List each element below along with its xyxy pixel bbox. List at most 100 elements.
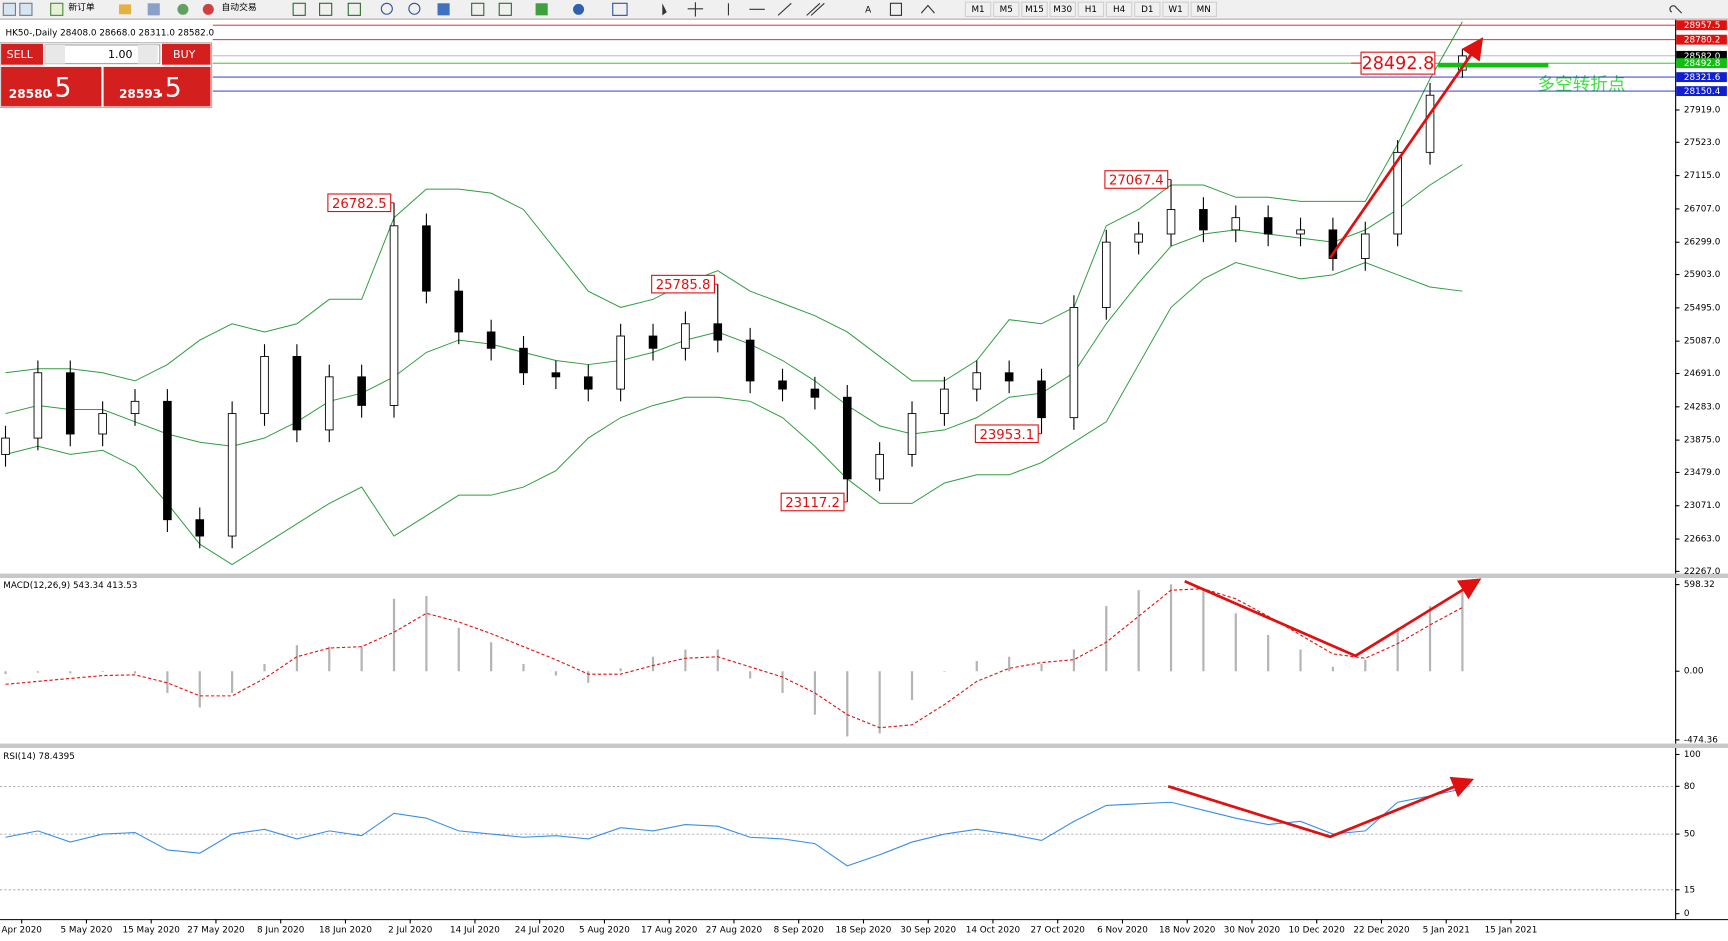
bid-price-box[interactable] xyxy=(1,66,102,107)
timeframe-button[interactable] xyxy=(1077,1,1105,17)
timeframe-label[interactable]: MN xyxy=(1197,5,1211,15)
timeframe-label[interactable]: M30 xyxy=(1053,5,1072,15)
new-order-label[interactable]: 新订单 xyxy=(68,1,95,13)
extreme-label-box xyxy=(327,193,392,213)
new-order-icon[interactable] xyxy=(50,2,64,16)
timeframe-button[interactable] xyxy=(964,1,992,17)
sell-button[interactable] xyxy=(1,43,43,65)
y-tick-label: 25903.0 xyxy=(1684,270,1720,280)
timeframe-label[interactable]: M15 xyxy=(1025,5,1044,15)
arrows-tool[interactable] xyxy=(920,4,935,14)
candle-body xyxy=(745,339,755,382)
y-tick-label: 26299.0 xyxy=(1684,238,1720,248)
candle-body xyxy=(130,400,140,415)
timeframe-label[interactable]: H4 xyxy=(1113,5,1126,15)
label-tool[interactable] xyxy=(889,2,903,16)
y-tick-label: 22267.0 xyxy=(1684,567,1720,577)
y-tick-label: 23875.0 xyxy=(1684,436,1720,446)
draw-tools[interactable] xyxy=(727,2,825,16)
x-tick-label: 14 Jul 2020 xyxy=(450,926,500,936)
icon[interactable] xyxy=(147,3,160,16)
timeframe-label[interactable]: W1 xyxy=(1168,5,1182,15)
timeframe-label[interactable]: M5 xyxy=(1000,5,1013,15)
macd-bar xyxy=(392,598,396,672)
candle-body xyxy=(778,380,787,390)
icon[interactable] xyxy=(2,2,16,16)
icon[interactable] xyxy=(119,4,132,15)
extreme-label-box xyxy=(974,424,1039,444)
icon[interactable] xyxy=(292,2,306,16)
macd-bar xyxy=(263,664,266,672)
macd-bar xyxy=(457,627,460,672)
templates[interactable] xyxy=(612,2,628,16)
timeframe-button[interactable] xyxy=(1021,1,1048,17)
x-tick-label: 8 Sep 2020 xyxy=(774,926,824,936)
extreme-label-box xyxy=(651,274,716,294)
lot-value[interactable]: 1.00 xyxy=(108,48,133,61)
timeframe-button[interactable] xyxy=(1162,1,1189,17)
bid-frac[interactable]: .5 xyxy=(46,73,71,103)
price-levels: 26782.5 25785.8 23117.2 23953.1 27067.4 28957… xyxy=(212,20,1727,512)
timeframe-label[interactable]: M1 xyxy=(971,5,984,15)
main-plot xyxy=(1,21,1467,566)
bid-main[interactable]: 28580 xyxy=(9,87,51,101)
candle-body xyxy=(324,376,334,431)
indicators[interactable] xyxy=(535,3,548,16)
icon[interactable] xyxy=(471,2,485,16)
timeframe-button[interactable] xyxy=(1105,1,1133,17)
timeframe-button[interactable] xyxy=(1134,1,1161,17)
tile[interactable] xyxy=(437,3,450,16)
search[interactable] xyxy=(1669,5,1683,14)
macd-bar xyxy=(587,671,590,683)
x-tick-label: 30 Sep 2020 xyxy=(900,926,956,936)
timeframe-button[interactable] xyxy=(1190,1,1217,17)
zoom-out[interactable] xyxy=(408,2,421,15)
ask-price-box[interactable] xyxy=(103,66,211,107)
macd-bar xyxy=(1428,606,1432,672)
lot-down[interactable] xyxy=(45,44,66,64)
price-level-tag xyxy=(1676,58,1727,69)
price-level-tag xyxy=(1676,34,1727,45)
timeframe-label[interactable]: H1 xyxy=(1085,5,1097,15)
periods[interactable] xyxy=(573,3,585,15)
rsi-plot xyxy=(0,785,1676,891)
zoom-in[interactable] xyxy=(380,2,393,15)
candle-body xyxy=(940,388,949,415)
ask-main[interactable]: 28593 xyxy=(119,87,161,101)
candle-body xyxy=(65,372,75,435)
lot-up[interactable] xyxy=(137,44,158,64)
macd-bar xyxy=(975,661,978,672)
macd-bar xyxy=(328,646,331,672)
text-tool[interactable]: A xyxy=(865,5,871,15)
ask-frac[interactable]: .5 xyxy=(156,73,181,103)
rsi-title: RSI(14) 78.4395 xyxy=(3,752,75,762)
y-tick-label: 24691.0 xyxy=(1684,369,1720,379)
cursor[interactable] xyxy=(662,3,667,16)
buy-label[interactable]: BUY xyxy=(173,48,196,61)
trade-panel: SELL 1.00 BUY 28580 .5 28593 .5 xyxy=(0,42,213,109)
icon[interactable] xyxy=(177,3,189,15)
bollinger-lower xyxy=(5,262,1463,566)
buy-button[interactable] xyxy=(162,43,211,65)
timeframe-button[interactable] xyxy=(1049,1,1076,17)
turning-point-note: 多空转折点 xyxy=(1537,75,1625,95)
macd-bar xyxy=(1461,590,1464,672)
timeframe-label[interactable]: D1 xyxy=(1141,5,1153,15)
candle-body xyxy=(1134,233,1143,243)
icon[interactable] xyxy=(19,2,33,16)
timeframe-button[interactable] xyxy=(993,1,1020,17)
x-tick-label: 18 Jun 2020 xyxy=(319,926,372,936)
candle-body xyxy=(163,400,172,521)
candle-body xyxy=(648,335,658,349)
crosshair[interactable] xyxy=(687,2,704,17)
icon[interactable] xyxy=(498,2,512,16)
macd-bar xyxy=(133,671,137,674)
x-tick-label: 24 Jul 2020 xyxy=(515,926,565,936)
icon[interactable] xyxy=(319,2,333,16)
sell-label[interactable]: SELL xyxy=(7,48,34,61)
icon[interactable] xyxy=(347,2,361,16)
auto-trading-icon[interactable] xyxy=(202,3,214,15)
macd-bar xyxy=(295,645,298,672)
auto-trading-label[interactable]: 自动交易 xyxy=(222,1,257,13)
candle-body xyxy=(583,376,593,390)
